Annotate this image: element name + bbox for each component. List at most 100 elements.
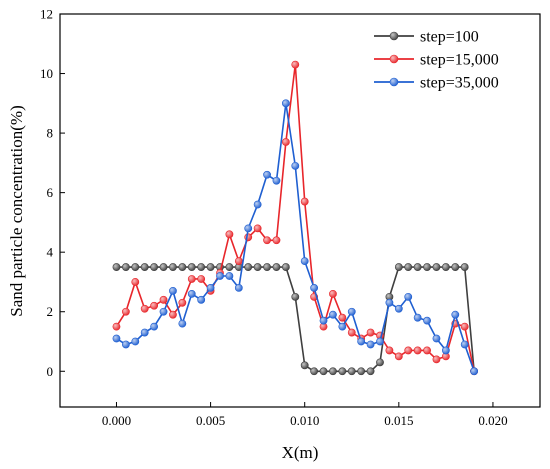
data-point [206, 263, 215, 271]
series-line [116, 103, 475, 372]
data-point [272, 176, 281, 185]
data-point [197, 295, 206, 304]
data-point [178, 263, 187, 271]
data-point [300, 197, 309, 206]
data-point [197, 275, 206, 283]
data-point [291, 161, 300, 170]
data-point [423, 346, 431, 355]
data-point [441, 263, 450, 271]
data-point [460, 263, 469, 271]
data-point [357, 367, 366, 376]
x-tick-label: 0.005 [196, 413, 225, 428]
data-point [432, 334, 441, 343]
data-point [121, 340, 130, 349]
data-point [140, 263, 149, 271]
data-point [310, 284, 319, 292]
data-point [366, 328, 375, 337]
data-point [432, 263, 441, 271]
data-point [404, 292, 413, 301]
y-tick-label: 10 [40, 66, 53, 81]
data-point [253, 263, 262, 271]
data-point [291, 292, 300, 301]
legend: step=100 step=15,000 step=35,000 [374, 29, 499, 92]
data-point [112, 322, 121, 331]
data-point [385, 298, 394, 307]
legend-marker [389, 77, 399, 87]
data-point [281, 138, 290, 146]
y-tick-label: 8 [47, 126, 54, 141]
data-point [470, 367, 479, 376]
data-point [310, 367, 319, 376]
data-point [112, 263, 121, 271]
data-point [281, 99, 290, 108]
y-tick-label: 12 [40, 7, 53, 22]
data-point [451, 310, 460, 319]
data-point [329, 367, 337, 376]
data-point [169, 263, 177, 271]
data-point [460, 340, 469, 349]
data-point [272, 236, 281, 245]
data-point [263, 236, 271, 245]
y-tick-label: 4 [47, 245, 54, 260]
y-tick-label: 2 [47, 304, 54, 319]
data-point [460, 322, 469, 331]
legend-item: step=100 [374, 29, 479, 46]
data-point [187, 263, 196, 271]
legend-label: step=15,000 [420, 52, 499, 69]
data-point [423, 316, 431, 325]
plot-frame [59, 13, 541, 408]
data-point [404, 263, 413, 271]
series-step-35-000 [112, 99, 479, 376]
data-point [441, 346, 450, 355]
data-point [385, 346, 394, 355]
data-point [413, 313, 422, 322]
data-point [413, 346, 422, 355]
data-point [150, 322, 159, 331]
data-point [300, 361, 309, 370]
data-point [131, 263, 140, 271]
data-point [451, 263, 460, 271]
x-axis-title: X(m) [282, 443, 319, 462]
data-point [338, 313, 347, 322]
data-point [338, 367, 347, 376]
data-point [150, 301, 159, 310]
data-point [347, 367, 356, 376]
data-point [178, 319, 187, 328]
x-tick-label: 0.020 [478, 413, 507, 428]
data-point [131, 278, 140, 286]
data-point [159, 295, 168, 304]
legend-marker [389, 54, 399, 64]
data-point [206, 284, 215, 292]
axis-ticks: 0.000 0.005 0.010 0.015 0.020 0 2 4 6 8 10 12 [40, 7, 508, 429]
data-point [338, 322, 347, 331]
data-point [300, 257, 309, 266]
x-tick-label: 0.000 [102, 413, 131, 428]
data-point [216, 272, 224, 280]
data-point [263, 263, 271, 271]
data-point [329, 289, 337, 298]
data-point [225, 263, 234, 271]
data-point [121, 307, 130, 316]
series-step-15-000 [112, 60, 479, 376]
data-point [121, 263, 130, 271]
series-layer [112, 60, 479, 376]
data-point [244, 224, 253, 233]
data-point [404, 346, 413, 355]
data-point [394, 304, 403, 313]
data-point [112, 334, 121, 343]
data-point [234, 284, 243, 292]
data-point [187, 289, 196, 298]
legend-item: step=15,000 [374, 52, 499, 69]
data-point [413, 263, 422, 271]
data-point [291, 60, 300, 69]
series-step-100 [112, 263, 479, 376]
legend-label: step=100 [420, 29, 479, 46]
data-point [131, 337, 140, 346]
legend-marker [389, 31, 399, 41]
data-point [394, 352, 403, 361]
legend-item: step=35,000 [374, 75, 499, 92]
data-point [376, 358, 384, 367]
y-tick-label: 6 [47, 185, 54, 200]
data-point [281, 263, 290, 271]
data-point [178, 298, 187, 307]
